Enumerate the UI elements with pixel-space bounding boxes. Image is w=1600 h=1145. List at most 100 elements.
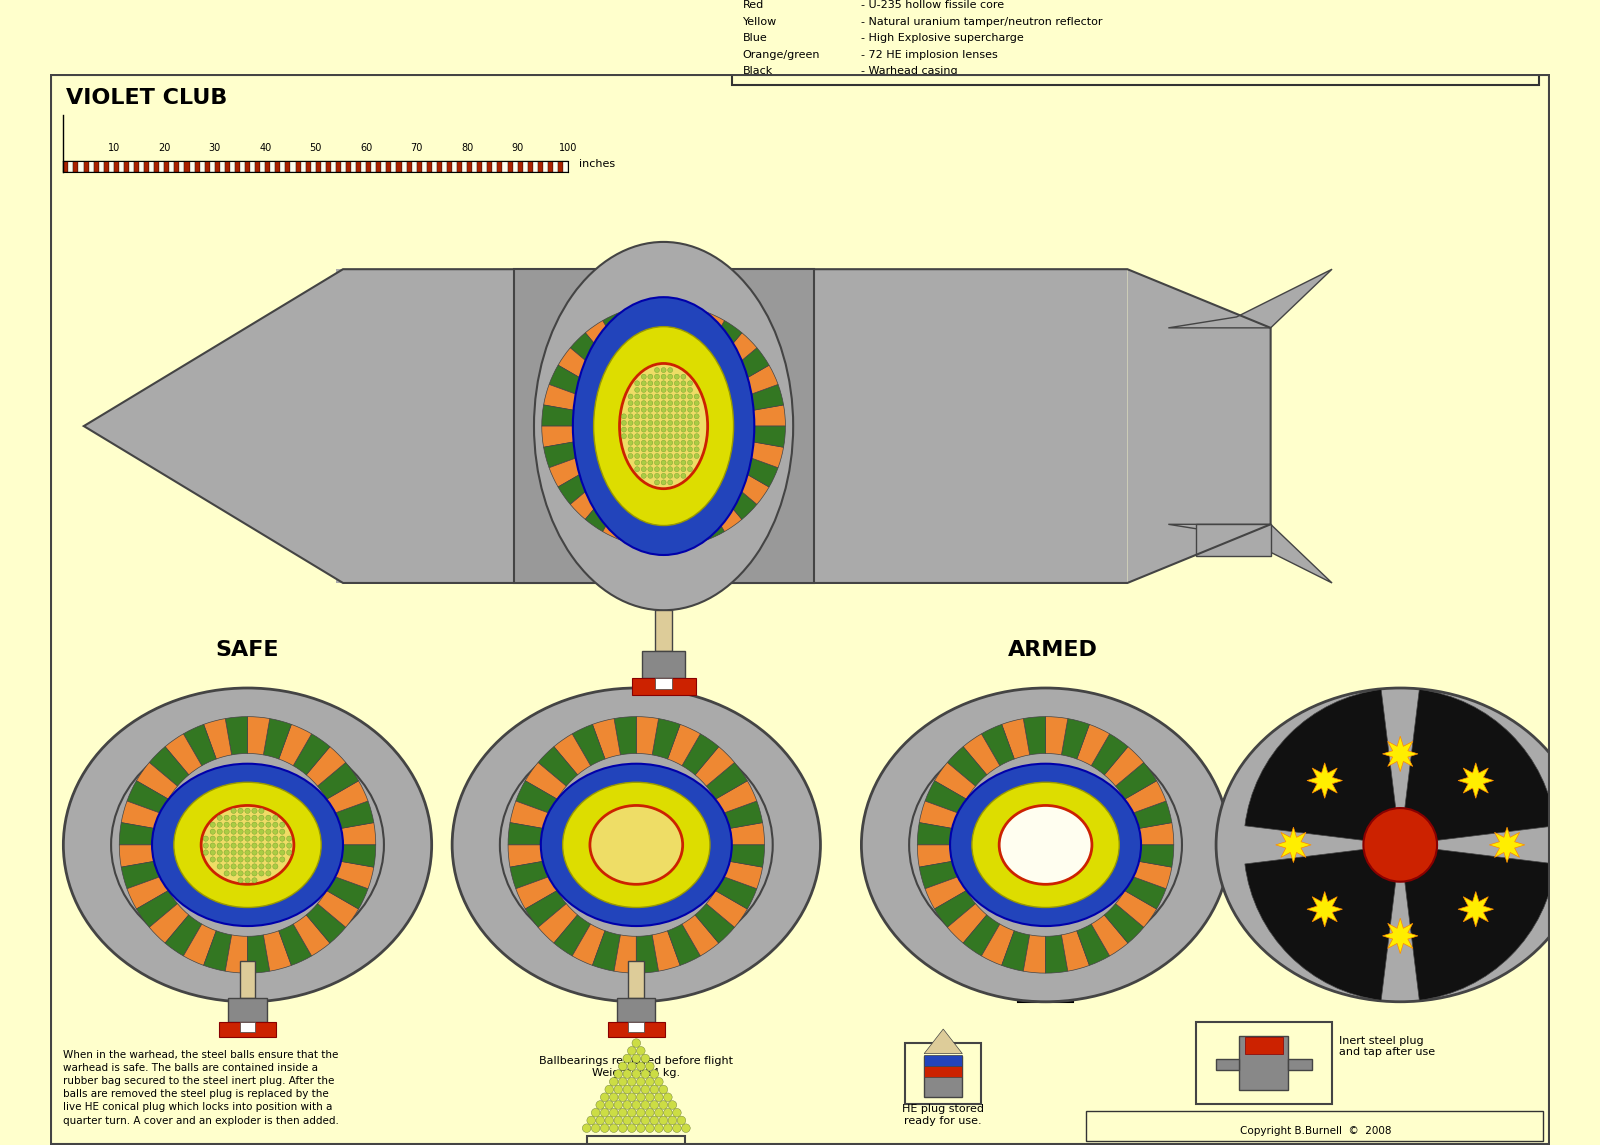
Wedge shape [1245, 689, 1400, 845]
Text: - 72 HE implosion lenses: - 72 HE implosion lenses [861, 49, 998, 60]
Wedge shape [1045, 717, 1067, 755]
Wedge shape [248, 935, 270, 973]
Circle shape [259, 829, 264, 835]
Circle shape [654, 467, 659, 472]
Circle shape [210, 822, 216, 828]
Circle shape [648, 381, 653, 386]
Bar [542, 161, 547, 173]
Wedge shape [664, 305, 685, 341]
Bar [654, 610, 672, 652]
Text: 100: 100 [558, 143, 578, 153]
Circle shape [642, 1116, 650, 1124]
Circle shape [614, 1069, 622, 1079]
Circle shape [622, 1055, 632, 1063]
Circle shape [203, 843, 208, 848]
Circle shape [654, 413, 659, 419]
Ellipse shape [1216, 688, 1584, 1002]
Wedge shape [226, 717, 248, 755]
Bar [427, 161, 432, 173]
Polygon shape [1275, 827, 1310, 862]
Circle shape [654, 1093, 662, 1101]
Circle shape [682, 434, 686, 439]
Wedge shape [122, 802, 162, 829]
Circle shape [266, 815, 270, 821]
Circle shape [682, 447, 686, 452]
Circle shape [280, 829, 285, 835]
Bar [523, 161, 528, 173]
Circle shape [635, 387, 640, 393]
Wedge shape [120, 822, 157, 845]
Circle shape [635, 408, 640, 412]
Circle shape [629, 420, 634, 426]
Circle shape [272, 843, 278, 848]
Wedge shape [317, 891, 358, 927]
Circle shape [654, 441, 659, 445]
Circle shape [674, 401, 680, 405]
Circle shape [682, 401, 686, 405]
Circle shape [648, 420, 653, 426]
Circle shape [672, 1108, 682, 1118]
Circle shape [210, 856, 216, 862]
Circle shape [635, 453, 640, 458]
Bar [1245, 1037, 1283, 1053]
Wedge shape [925, 781, 966, 814]
Bar [114, 161, 118, 173]
Bar [453, 161, 458, 173]
Circle shape [266, 829, 270, 835]
Circle shape [622, 1085, 632, 1093]
Bar [134, 161, 139, 173]
Circle shape [272, 850, 278, 855]
Text: Copyright B.Burnell  ©  2008: Copyright B.Burnell © 2008 [1240, 1126, 1392, 1136]
Wedge shape [570, 333, 608, 370]
Text: - Warhead casing: - Warhead casing [861, 66, 958, 76]
Circle shape [629, 401, 634, 405]
Bar [392, 161, 397, 173]
Wedge shape [1091, 915, 1128, 956]
Wedge shape [722, 861, 763, 889]
Circle shape [621, 427, 627, 432]
Circle shape [266, 836, 270, 842]
Bar [1086, 1111, 1544, 1140]
Bar [411, 161, 416, 173]
Circle shape [694, 408, 699, 412]
Circle shape [688, 467, 693, 472]
Circle shape [667, 394, 672, 398]
Wedge shape [749, 405, 786, 426]
Circle shape [682, 453, 686, 458]
Wedge shape [726, 845, 765, 867]
Wedge shape [293, 915, 330, 956]
Circle shape [674, 434, 680, 439]
Polygon shape [1382, 918, 1418, 954]
Circle shape [654, 408, 659, 412]
Bar [165, 161, 170, 173]
Wedge shape [739, 365, 778, 396]
Circle shape [218, 863, 222, 869]
Wedge shape [694, 747, 734, 787]
Circle shape [203, 850, 208, 855]
Circle shape [245, 843, 250, 848]
Bar [296, 161, 301, 173]
Circle shape [251, 822, 258, 828]
Bar [432, 161, 437, 173]
Wedge shape [586, 321, 621, 360]
Circle shape [610, 1077, 618, 1087]
Wedge shape [981, 725, 1014, 766]
Wedge shape [1115, 891, 1157, 927]
Bar [285, 161, 291, 173]
Circle shape [674, 473, 680, 479]
Circle shape [688, 447, 693, 452]
Circle shape [259, 836, 264, 842]
Circle shape [627, 1063, 637, 1071]
Circle shape [614, 1085, 622, 1093]
Text: SAFE: SAFE [216, 640, 280, 661]
Bar [502, 161, 507, 173]
Circle shape [694, 413, 699, 419]
Bar [482, 161, 488, 173]
Circle shape [230, 850, 237, 855]
Circle shape [245, 815, 250, 821]
Wedge shape [525, 763, 566, 799]
Circle shape [621, 420, 627, 426]
Circle shape [648, 441, 653, 445]
Circle shape [661, 460, 666, 465]
Bar [214, 161, 219, 173]
